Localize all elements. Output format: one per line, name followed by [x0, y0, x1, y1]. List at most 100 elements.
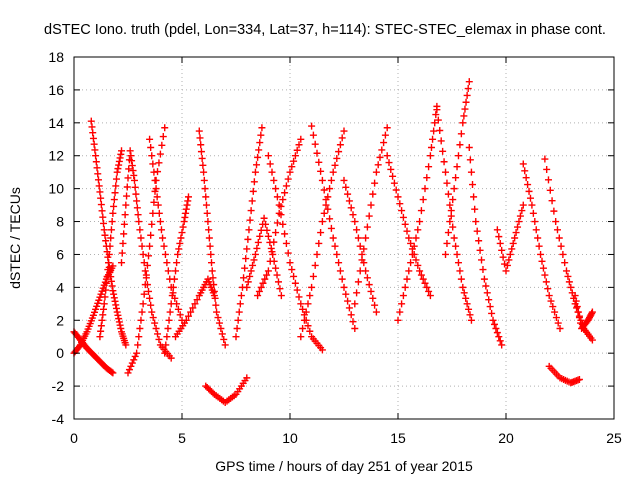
data-point	[173, 259, 181, 267]
data-point	[92, 152, 100, 160]
data-point	[333, 154, 341, 162]
data-point	[273, 219, 281, 227]
data-point	[293, 146, 301, 154]
data-point	[131, 352, 139, 360]
data-point	[454, 152, 462, 160]
data-point	[95, 182, 103, 190]
y-tick-label: 8	[56, 214, 64, 230]
data-point	[552, 314, 560, 322]
data-point	[465, 144, 473, 151]
data-point	[157, 226, 165, 234]
data-point	[349, 318, 357, 326]
data-point	[412, 256, 420, 264]
data-point	[102, 286, 110, 294]
data-point	[512, 229, 520, 237]
data-point	[100, 300, 108, 308]
data-point	[396, 200, 404, 208]
data-point	[342, 183, 350, 191]
data-point	[405, 267, 413, 275]
data-point	[385, 159, 393, 167]
data-point	[552, 218, 560, 226]
data-point	[205, 234, 213, 242]
data-point	[351, 325, 359, 332]
data-point	[313, 250, 321, 258]
data-point	[394, 316, 402, 324]
data-point	[431, 119, 439, 127]
data-point	[480, 275, 488, 283]
data-point	[336, 267, 344, 275]
data-point	[288, 163, 296, 171]
data-point	[519, 160, 527, 168]
data-point	[123, 183, 131, 191]
data-point	[272, 229, 280, 237]
data-point	[138, 242, 146, 250]
data-point	[315, 239, 323, 247]
data-point	[150, 168, 158, 176]
data-point	[206, 242, 214, 250]
data-point	[399, 213, 407, 221]
data-point	[466, 156, 474, 164]
data-point	[304, 300, 312, 308]
data-point	[277, 211, 285, 219]
data-point	[295, 293, 303, 301]
data-point	[112, 304, 120, 312]
data-point	[247, 207, 255, 215]
data-point	[130, 356, 138, 364]
data-point	[130, 176, 138, 184]
data-point	[412, 234, 420, 242]
data-point	[452, 242, 460, 250]
data-point	[498, 341, 506, 349]
data-point	[154, 201, 162, 209]
data-point	[268, 248, 276, 256]
data-point	[220, 335, 228, 343]
data-point	[198, 154, 206, 162]
data-point	[306, 327, 314, 335]
data-point	[243, 374, 251, 382]
data-point	[475, 237, 483, 245]
data-point	[479, 266, 487, 274]
data-point	[116, 154, 124, 162]
data-point	[309, 131, 317, 139]
data-point	[462, 294, 470, 302]
data-point	[259, 279, 267, 287]
data-point	[251, 250, 259, 258]
data-point	[470, 193, 478, 201]
data-point	[250, 256, 258, 264]
data-point	[363, 274, 371, 282]
data-point	[331, 161, 339, 169]
data-point	[279, 196, 287, 204]
data-point	[113, 168, 121, 176]
data-point	[367, 201, 375, 209]
data-point	[433, 106, 441, 114]
data-point	[421, 185, 429, 193]
data-point	[159, 234, 167, 242]
data-point	[187, 308, 195, 316]
data-point	[300, 316, 308, 324]
data-point	[128, 157, 136, 165]
data-point	[338, 134, 346, 142]
data-point	[214, 314, 222, 322]
data-point	[114, 311, 122, 319]
data-point	[575, 314, 583, 322]
data-point	[255, 146, 263, 154]
scatter-marks	[70, 78, 596, 407]
data-point	[124, 369, 132, 377]
data-point	[353, 226, 361, 234]
data-point	[449, 196, 457, 204]
data-point	[155, 159, 163, 167]
x-tick-label: 5	[178, 430, 186, 446]
data-point	[260, 214, 268, 222]
data-point	[524, 181, 532, 189]
data-point	[417, 271, 425, 279]
data-point	[509, 239, 517, 247]
data-point	[254, 153, 262, 161]
data-point	[276, 285, 284, 293]
data-point	[473, 227, 481, 235]
data-point	[503, 261, 511, 269]
data-point	[263, 271, 271, 279]
data-point	[103, 272, 111, 280]
y-tick-label: 6	[56, 246, 64, 262]
data-point	[93, 164, 101, 172]
data-point	[153, 193, 161, 201]
data-point	[249, 261, 257, 269]
